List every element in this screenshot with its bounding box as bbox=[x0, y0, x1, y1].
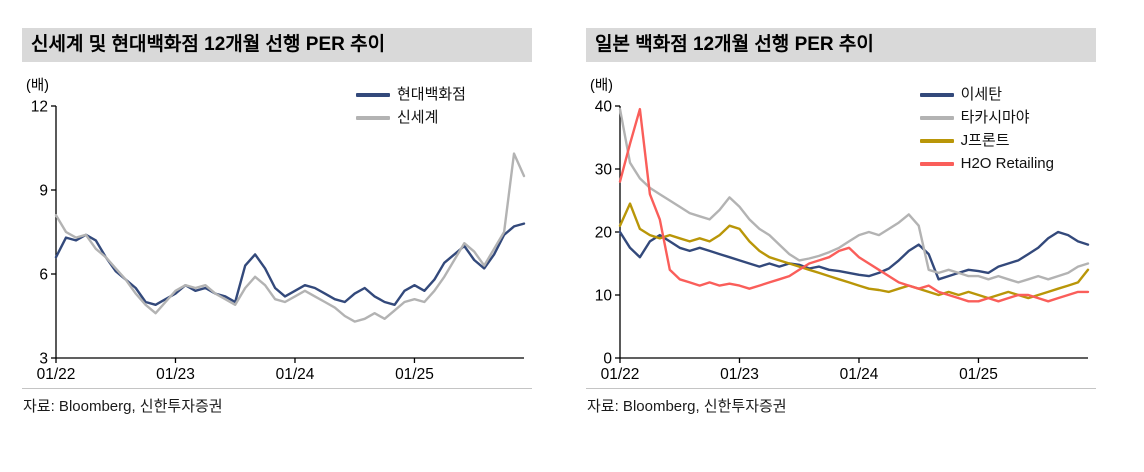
x-tick-label: 01/24 bbox=[840, 366, 879, 383]
legend-line-swatch bbox=[355, 92, 390, 97]
y-axis-unit-label: (배) bbox=[590, 78, 613, 94]
legend-item: H2O Retailing bbox=[919, 153, 1054, 174]
series-line bbox=[618, 230, 1090, 281]
legend-item: 이세탄 bbox=[919, 84, 1054, 105]
panel-korea-department-stores: 신세계 및 현대백화점 12개월 선행 PER 추이 (배) 12 9 6 3 01/2… bbox=[22, 28, 532, 416]
figure-canvas: 신세계 및 현대백화점 12개월 선행 PER 추이 (배) 12 9 6 3 01/2… bbox=[22, 28, 1096, 416]
x-tick-label: 01/24 bbox=[276, 366, 315, 383]
y-axis-unit-label: (배) bbox=[26, 78, 49, 94]
legend-line-swatch bbox=[919, 138, 954, 143]
series-line bbox=[618, 107, 1090, 303]
legend-label: H2O Retailing bbox=[960, 155, 1054, 172]
legend-item: 현대백화점 bbox=[355, 84, 466, 105]
legend-line-swatch bbox=[919, 161, 954, 166]
source-note-korea: 자료: Bloomberg, 신한투자증권 bbox=[23, 398, 223, 415]
x-tick-label: 01/22 bbox=[601, 366, 640, 383]
divider-line bbox=[586, 388, 1096, 389]
y-tick-label: 10 bbox=[595, 288, 613, 305]
y-tick-label: 0 bbox=[603, 351, 612, 368]
y-tick-label: 6 bbox=[39, 267, 48, 284]
legend-label: 신세계 bbox=[396, 109, 439, 126]
legend-line-swatch bbox=[919, 115, 954, 120]
legend-label: 이세탄 bbox=[960, 86, 1003, 103]
chart-title-japan: 일본 백화점 12개월 선행 PER 추이 bbox=[586, 28, 1096, 62]
divider-line bbox=[22, 388, 532, 389]
y-tick-label: 12 bbox=[31, 99, 48, 116]
legend-line-swatch bbox=[355, 115, 390, 120]
y-tick-label: 20 bbox=[595, 225, 613, 242]
line-chart-japan-per: 40 30 20 10 001/22 01/23 01/24 01/25 bbox=[595, 99, 1090, 383]
legend-item: 타카시마야 bbox=[919, 107, 1054, 128]
series-line bbox=[54, 222, 526, 307]
x-tick-label: 01/23 bbox=[156, 366, 195, 383]
legend-label: 현대백화점 bbox=[396, 86, 466, 103]
legend-label: J프론트 bbox=[960, 132, 1010, 149]
legend-line-swatch bbox=[919, 92, 954, 97]
legend-item: 신세계 bbox=[355, 107, 466, 128]
x-tick-label: 01/23 bbox=[720, 366, 759, 383]
x-tick-label: 01/25 bbox=[959, 366, 998, 383]
y-tick-label: 40 bbox=[595, 99, 613, 116]
x-tick-label: 01/25 bbox=[395, 366, 434, 383]
series-line bbox=[618, 107, 1090, 284]
y-tick-label: 9 bbox=[39, 183, 48, 200]
y-tick-label: 30 bbox=[595, 162, 613, 179]
series-line bbox=[54, 152, 526, 323]
source-note-japan: 자료: Bloomberg, 신한투자증권 bbox=[587, 398, 787, 415]
panel-japan-department-stores: 일본 백화점 12개월 선행 PER 추이 (배) 40 30 20 10 0 01/22… bbox=[586, 28, 1096, 416]
x-tick-label: 01/22 bbox=[37, 366, 76, 383]
chart-title-korea: 신세계 및 현대백화점 12개월 선행 PER 추이 bbox=[22, 28, 532, 62]
series-line bbox=[618, 202, 1090, 300]
legend-item: J프론트 bbox=[919, 130, 1054, 151]
legend-label: 타카시마야 bbox=[960, 109, 1030, 126]
line-chart-korea-per: 12 9 6 301/22 01/23 01/24 01/25 bbox=[31, 99, 526, 383]
y-tick-label: 3 bbox=[39, 351, 48, 368]
